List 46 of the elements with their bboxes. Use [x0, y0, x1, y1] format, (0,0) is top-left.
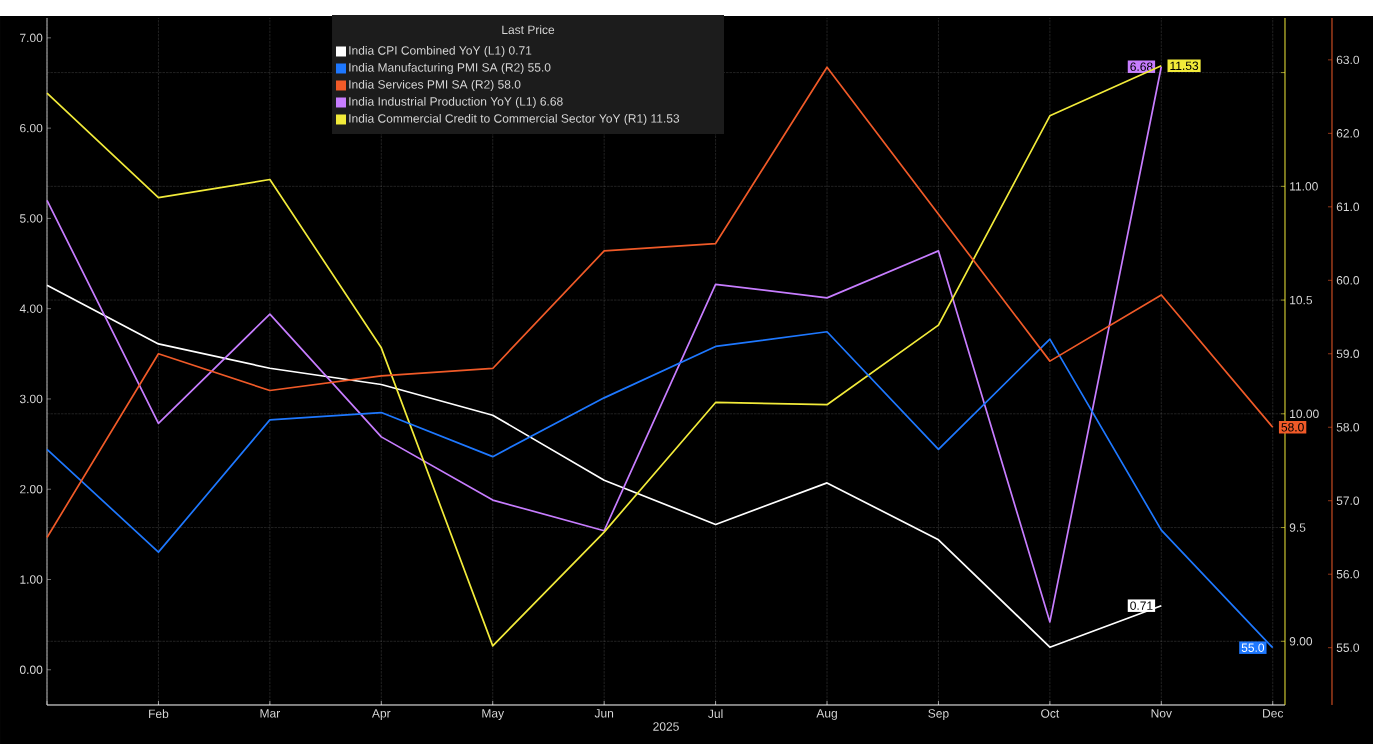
- x-tick-label: Feb: [149, 709, 169, 718]
- legend-label: India Services PMI SA (R2) 58.0: [349, 79, 521, 92]
- data-label: 58.0: [1281, 423, 1304, 432]
- x-tick-label: Apr: [371, 709, 391, 720]
- data-label: 55.0: [1241, 643, 1265, 652]
- legend-label: India Manufacturing PMI SA (R2) 55.0: [349, 62, 551, 75]
- y3-tick-label: 58.0: [1336, 423, 1360, 432]
- legend-label: India CPI Combined YoY (L1) 0.71: [349, 45, 532, 58]
- x-axis-title: 2025: [653, 722, 679, 731]
- legend-label: India Commercial Credit to Commercial Sector YoY (R1) 11.53: [349, 113, 680, 126]
- y-tick-label: 3.00: [19, 394, 43, 404]
- data-label: 0.71: [1130, 601, 1153, 610]
- y3-tick-label: 59.0: [1336, 349, 1360, 359]
- x-tick-label: Jul: [708, 709, 723, 718]
- x-tick-label: Sep: [928, 709, 949, 721]
- x-tick-label: Aug: [816, 709, 837, 720]
- y2-tick-label: 10.00: [1290, 409, 1319, 419]
- x-tick-label: Mar: [260, 709, 280, 718]
- y3-tick-label: 55.0: [1336, 643, 1360, 652]
- y-tick-label: 5.00: [19, 214, 43, 223]
- y-tick-label: 1.00: [20, 575, 43, 584]
- y3-tick-label: 56.0: [1336, 569, 1360, 579]
- legend-title: Last Price: [502, 25, 555, 34]
- line-series: [46, 284, 1163, 649]
- y3-tick-label: 62.0: [1336, 129, 1360, 138]
- data-label: 6.68: [1130, 62, 1153, 71]
- legend-label: India Industrial Production YoY (L1) 6.68: [349, 96, 563, 109]
- y2-tick-label: 11.00: [1290, 182, 1318, 191]
- y3-tick-label: 60.0: [1336, 276, 1360, 285]
- x-tick-label: Dec: [1263, 709, 1284, 718]
- y-tick-label: 0.00: [19, 665, 43, 675]
- y3-tick-label: 63.0: [1336, 55, 1360, 65]
- y-tick-label: 4.00: [19, 304, 43, 313]
- y2-tick-label: 9.5: [1289, 523, 1306, 532]
- y2-tick-label: 10.5: [1290, 295, 1313, 305]
- y3-tick-label: 61.0: [1336, 202, 1360, 212]
- y3-tick-label: 57.0: [1336, 496, 1360, 505]
- x-tick-label: May: [482, 709, 505, 720]
- x-tick-label: Nov: [1151, 709, 1172, 718]
- y2-tick-label: 9.00: [1289, 637, 1313, 646]
- x-tick-label: Jun: [594, 709, 614, 718]
- data-label: 11.53: [1170, 61, 1199, 70]
- y-tick-label: 6.00: [20, 123, 43, 133]
- y-tick-label: 2.00: [20, 484, 43, 494]
- y-tick-label: 7.00: [20, 33, 43, 43]
- x-tick-label: Oct: [1041, 709, 1060, 718]
